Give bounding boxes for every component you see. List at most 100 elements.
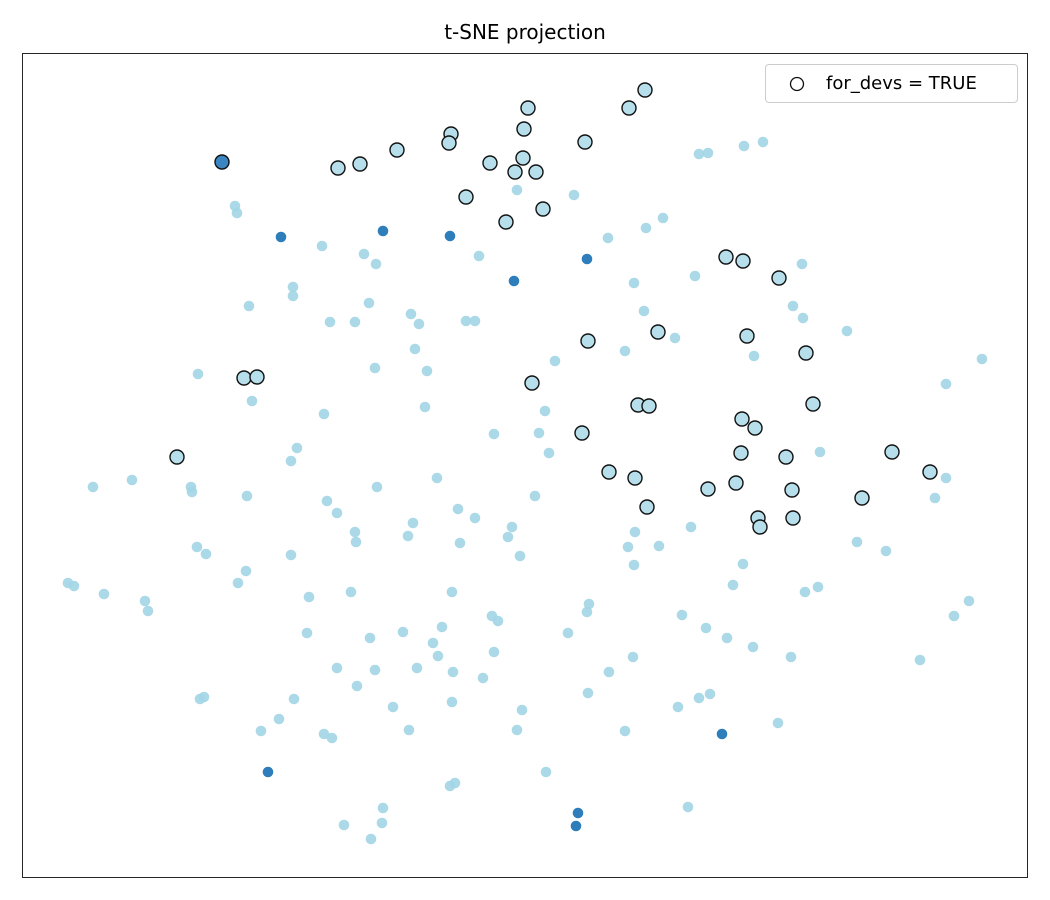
scatter-point	[316, 240, 328, 252]
scatter-point	[640, 222, 652, 234]
scatter-point	[405, 308, 417, 320]
scatter-point	[734, 411, 750, 427]
scatter-point	[358, 248, 370, 260]
scatter-point	[126, 474, 138, 486]
scatter-point	[851, 536, 863, 548]
scatter-point	[377, 225, 389, 237]
scatter-point	[841, 325, 853, 337]
scatter-point	[139, 595, 151, 607]
scatter-point	[262, 766, 274, 778]
legend: for_devs = TRUE	[765, 64, 1018, 103]
scatter-point	[747, 420, 763, 436]
scatter-point	[533, 427, 545, 439]
scatter-point	[413, 318, 425, 330]
scatter-point	[728, 475, 744, 491]
scatter-point	[562, 627, 574, 639]
scatter-point	[411, 662, 423, 674]
scatter-point	[326, 732, 338, 744]
scatter-point	[752, 519, 768, 535]
scatter-point	[689, 270, 701, 282]
scatter-point	[318, 408, 330, 420]
scatter-point	[186, 486, 198, 498]
scatter-point	[685, 521, 697, 533]
scatter-point	[622, 541, 634, 553]
scatter-point	[619, 725, 631, 737]
scatter-point	[364, 632, 376, 644]
scatter-point	[796, 258, 808, 270]
scatter-point	[506, 521, 518, 533]
scatter-point	[369, 362, 381, 374]
scatter-point	[477, 672, 489, 684]
scatter-point	[922, 464, 938, 480]
scatter-point	[516, 704, 528, 716]
scatter-point	[421, 365, 433, 377]
scatter-point	[757, 136, 769, 148]
scatter-point	[627, 651, 639, 663]
scatter-point	[572, 807, 584, 819]
scatter-point	[581, 606, 593, 618]
scatter-point	[431, 472, 443, 484]
scatter-point	[502, 531, 514, 543]
scatter-point	[285, 455, 297, 467]
scatter-point	[303, 591, 315, 603]
scatter-point	[511, 184, 523, 196]
scatter-point	[68, 580, 80, 592]
scatter-point	[169, 449, 185, 465]
scatter-point	[602, 232, 614, 244]
scatter-point	[436, 621, 448, 633]
scatter-point	[700, 622, 712, 634]
scatter-point	[716, 728, 728, 740]
scatter-point	[543, 447, 555, 459]
scatter-point	[449, 777, 461, 789]
scatter-point	[291, 442, 303, 454]
scatter-point	[273, 713, 285, 725]
scatter-point	[514, 550, 526, 562]
scatter-point	[338, 819, 350, 831]
scatter-point	[854, 490, 870, 506]
scatter-point	[657, 212, 669, 224]
scatter-point	[460, 315, 472, 327]
chart-title: t-SNE projection	[444, 20, 606, 44]
scatter-point	[704, 688, 716, 700]
scatter-point	[482, 155, 498, 171]
scatter-point	[142, 605, 154, 617]
scatter-point	[98, 588, 110, 600]
scatter-point	[469, 315, 481, 327]
scatter-point	[287, 281, 299, 293]
scatter-point	[672, 701, 684, 713]
scatter-point	[628, 559, 640, 571]
scatter-point	[508, 275, 520, 287]
scatter-point	[735, 253, 751, 269]
scatter-point	[733, 445, 749, 461]
scatter-point	[241, 490, 253, 502]
scatter-point	[458, 189, 474, 205]
scatter-point	[539, 405, 551, 417]
scatter-point	[288, 693, 300, 705]
scatter-point	[976, 353, 988, 365]
scatter-point	[914, 654, 926, 666]
scatter-point	[693, 148, 705, 160]
scatter-point	[641, 398, 657, 414]
scatter-point	[191, 541, 203, 553]
scatter-point	[638, 305, 650, 317]
scatter-point	[581, 253, 593, 265]
scatter-point	[629, 526, 641, 538]
scatter-point	[621, 100, 637, 116]
scatter-point	[363, 297, 375, 309]
scatter-point	[771, 270, 787, 286]
scatter-point	[377, 802, 389, 814]
scatter-point	[628, 277, 640, 289]
scatter-point	[345, 586, 357, 598]
scatter-point	[727, 579, 739, 591]
scatter-point	[192, 368, 204, 380]
scatter-point	[650, 324, 666, 340]
scatter-point	[370, 258, 382, 270]
scatter-point	[246, 395, 258, 407]
scatter-point	[351, 680, 363, 692]
scatter-point	[371, 481, 383, 493]
scatter-point	[787, 300, 799, 312]
scatter-point	[549, 355, 561, 367]
scatter-point	[738, 140, 750, 152]
scatter-point	[570, 820, 582, 832]
